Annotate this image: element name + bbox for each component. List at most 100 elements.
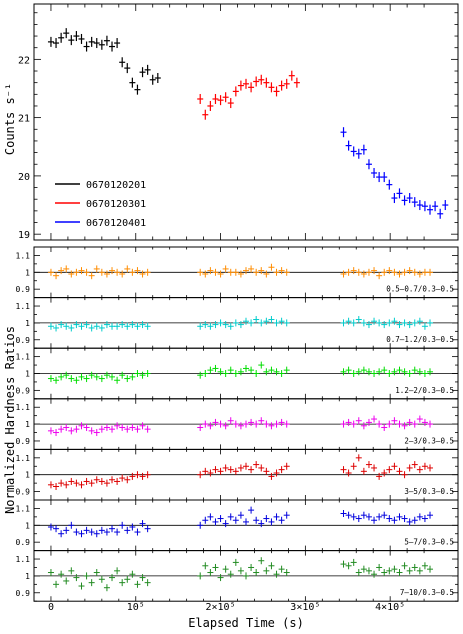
ratio-point bbox=[365, 513, 372, 521]
ratio-point bbox=[376, 368, 383, 376]
ratio-panel: 0.9 1 1.1 0.7–1.2/0.3–0.5 bbox=[16, 297, 459, 349]
ratio-point bbox=[237, 270, 244, 278]
ratio-point bbox=[406, 370, 413, 377]
ratio-point bbox=[119, 371, 126, 379]
data-point bbox=[406, 193, 413, 204]
ratio-point bbox=[237, 511, 244, 519]
ratio-point bbox=[401, 422, 408, 430]
ratio-point bbox=[283, 420, 290, 428]
ratio-point bbox=[263, 317, 270, 325]
ratio-point bbox=[278, 466, 285, 474]
ratio-point bbox=[119, 270, 126, 278]
ratio-point bbox=[88, 427, 95, 435]
ratio-point bbox=[144, 268, 151, 276]
ratio-point bbox=[273, 513, 280, 521]
ratio-point bbox=[73, 376, 80, 384]
ratio-point bbox=[396, 420, 403, 428]
ratio-point bbox=[416, 567, 423, 575]
ratio-point bbox=[243, 420, 249, 428]
ratio-point bbox=[227, 366, 234, 374]
data-point bbox=[360, 144, 367, 155]
ratio-point bbox=[68, 427, 75, 435]
ratio-point bbox=[212, 563, 219, 571]
ratio-point bbox=[386, 515, 393, 523]
ratio-point bbox=[391, 565, 398, 573]
ratio-point bbox=[376, 563, 383, 571]
ratio-point bbox=[83, 268, 90, 276]
data-point bbox=[217, 95, 224, 106]
ratio-point bbox=[217, 420, 224, 428]
ratio-point bbox=[248, 506, 255, 514]
ratio-point bbox=[217, 515, 224, 523]
ratio-point bbox=[144, 471, 151, 479]
ratio-point bbox=[73, 479, 80, 487]
ratio-point bbox=[98, 268, 105, 276]
ratio-point bbox=[243, 317, 249, 325]
ratio-point bbox=[411, 516, 418, 524]
ratio-point bbox=[88, 579, 95, 587]
ratio-point bbox=[427, 268, 434, 276]
data-point bbox=[232, 86, 239, 97]
ratio-point bbox=[283, 319, 290, 327]
ratio-point bbox=[222, 370, 229, 377]
ratio-point bbox=[232, 420, 239, 428]
ratio-point bbox=[58, 570, 65, 578]
ratio-point bbox=[360, 366, 367, 374]
ratio-point bbox=[197, 572, 204, 580]
ratio-point bbox=[124, 476, 131, 484]
ratio-point bbox=[83, 375, 90, 383]
ratio-point bbox=[129, 321, 136, 329]
ratio-point bbox=[371, 570, 378, 578]
ratio-point bbox=[355, 268, 362, 276]
y-tick-label: 1 bbox=[25, 420, 30, 429]
ratio-point bbox=[263, 515, 270, 523]
ratio-point bbox=[109, 574, 116, 582]
ratio-point bbox=[340, 420, 347, 428]
ratio-point bbox=[350, 267, 357, 275]
ratio-point bbox=[350, 558, 357, 566]
data-point bbox=[53, 38, 60, 49]
ratio-point bbox=[53, 324, 60, 332]
ratio-point bbox=[243, 267, 249, 275]
ratio-point bbox=[258, 361, 265, 369]
y-tick-label: 1 bbox=[25, 319, 30, 328]
ratio-point bbox=[202, 420, 209, 428]
ratio-point bbox=[381, 321, 388, 329]
ratio-point bbox=[58, 425, 65, 433]
ratio-point bbox=[124, 375, 131, 383]
ratio-point bbox=[139, 472, 146, 480]
ratio-point bbox=[103, 270, 110, 278]
ratio-point bbox=[93, 373, 100, 381]
ratio-point bbox=[114, 477, 121, 485]
y-tick-label: 0.9 bbox=[16, 386, 31, 395]
ratio-band-label: 2–3/0.3–0.5 bbox=[404, 436, 454, 445]
ratio-point bbox=[258, 417, 265, 425]
ratio-point bbox=[365, 321, 372, 329]
x-tick-label: 0 bbox=[48, 602, 54, 613]
ratio-point bbox=[401, 319, 408, 327]
ratio-point bbox=[345, 268, 352, 276]
ratio-point bbox=[212, 518, 219, 526]
ratio-point bbox=[350, 319, 357, 327]
ratio-point bbox=[109, 525, 116, 533]
ratio-point bbox=[68, 521, 75, 529]
ratio-point bbox=[109, 373, 116, 381]
ratio-point bbox=[83, 423, 90, 431]
ratio-point bbox=[129, 373, 136, 381]
ratio-point bbox=[114, 422, 121, 430]
ratio-point bbox=[88, 324, 95, 332]
ratio-point bbox=[139, 371, 146, 379]
ratio-point bbox=[253, 316, 260, 324]
ratio-point bbox=[114, 528, 121, 536]
data-point bbox=[119, 57, 126, 68]
ratio-point bbox=[350, 370, 357, 377]
ratio-point bbox=[268, 422, 275, 430]
x-tick-label: 3×10⁵ bbox=[290, 602, 320, 613]
ratio-point bbox=[78, 373, 85, 381]
ratio-point bbox=[134, 370, 141, 377]
ratio-point bbox=[371, 516, 378, 524]
data-point bbox=[293, 77, 300, 88]
ratio-point bbox=[381, 469, 388, 477]
data-point bbox=[68, 35, 75, 46]
ratio-point bbox=[273, 368, 280, 376]
